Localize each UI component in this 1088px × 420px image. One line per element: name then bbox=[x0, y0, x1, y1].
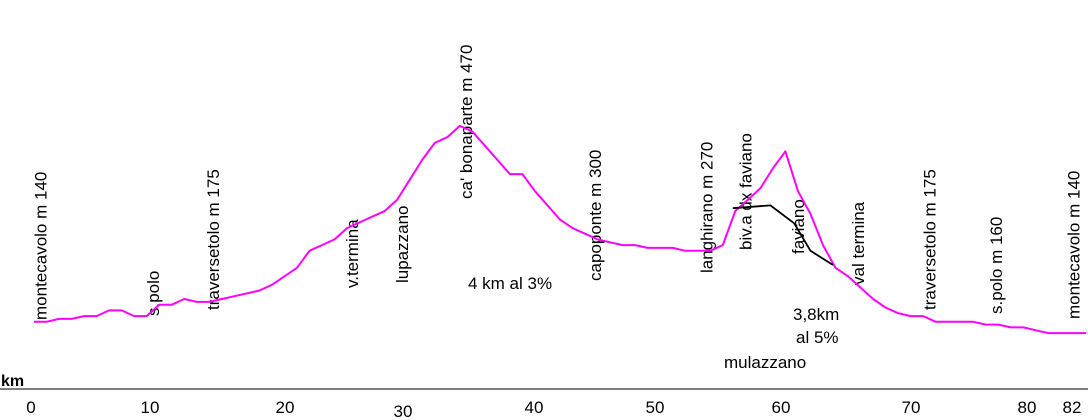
place-label: montecavolo m 140 bbox=[31, 172, 50, 320]
place-label: capoponte m 300 bbox=[586, 150, 605, 281]
place-label: v.termina bbox=[343, 219, 362, 288]
place-label: lupazzano bbox=[393, 205, 412, 283]
place-label: s.polo m 160 bbox=[987, 217, 1006, 314]
series-line-elevation bbox=[34, 124, 1086, 335]
x-tick-label: 30 bbox=[394, 402, 413, 420]
annotation-climb-2-grade: al 5% bbox=[796, 328, 839, 347]
x-axis-ticks: 0 10 20 30 40 50 60 70 80 82 bbox=[26, 398, 1081, 420]
place-label: val termina bbox=[849, 201, 868, 285]
x-axis-unit-label: km bbox=[1, 373, 24, 390]
x-tick-label: 10 bbox=[141, 398, 160, 417]
annotation-mulazzano: mulazzano bbox=[724, 353, 806, 372]
place-label: biv.a dx faviano bbox=[736, 133, 755, 250]
x-tick-label: 60 bbox=[772, 398, 791, 417]
series-group bbox=[34, 124, 1086, 335]
x-tick-label: 0 bbox=[26, 398, 35, 417]
x-tick-label: 82 bbox=[1063, 398, 1082, 417]
x-tick-label: 50 bbox=[646, 398, 665, 417]
annotation-climb-2-distance: 3,8km bbox=[793, 305, 839, 324]
x-tick-label: 20 bbox=[276, 398, 295, 417]
place-label: traversetolo m 175 bbox=[921, 169, 940, 310]
annotations: 4 km al 3% 3,8km al 5% mulazzano bbox=[468, 274, 839, 372]
x-tick-label: 80 bbox=[1018, 398, 1037, 417]
series-line-variant bbox=[732, 204, 834, 266]
place-label: montecavolo m 140 bbox=[1065, 171, 1084, 319]
x-tick-label: 70 bbox=[902, 398, 921, 417]
annotation-climb-1: 4 km al 3% bbox=[468, 274, 552, 293]
x-tick-label: 40 bbox=[525, 398, 544, 417]
place-label: langhirano m 270 bbox=[698, 142, 717, 273]
place-labels: montecavolo m 140 s.polo traversetolo m 17… bbox=[31, 45, 1083, 320]
place-label: traversetolo m 175 bbox=[204, 169, 223, 310]
place-label: faviano bbox=[789, 199, 808, 254]
place-label: ca' bonaparte m 470 bbox=[457, 45, 476, 199]
